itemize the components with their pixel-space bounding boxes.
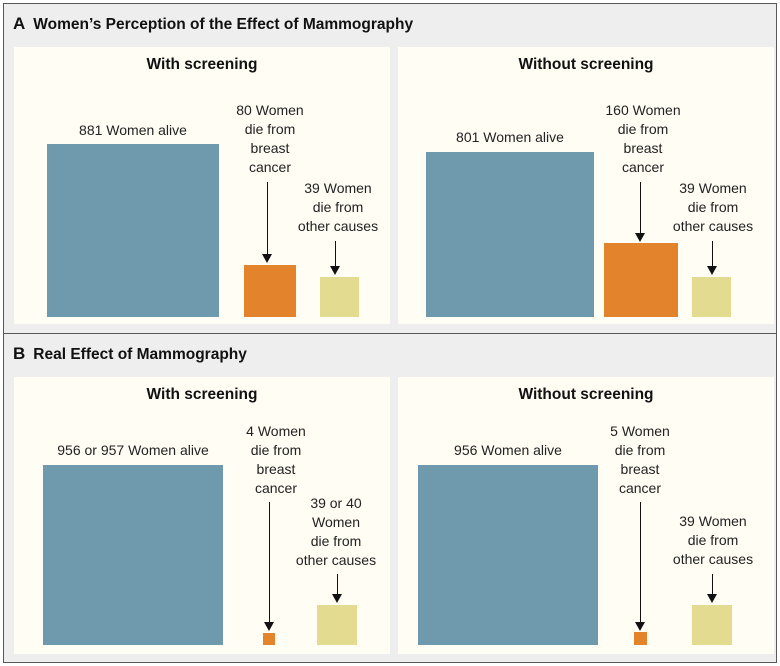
alive-bar <box>426 152 594 317</box>
breast-cancer-bar <box>263 633 275 645</box>
label-line: die from <box>614 442 666 458</box>
label-line: die from <box>310 533 362 549</box>
panel-b-with-screening: With screening 956 or 957 Women alive 4 … <box>14 377 390 654</box>
arrow-down-icon <box>634 182 646 242</box>
figure: A Women’s Perception of the Effect of Mam… <box>3 3 777 663</box>
label-line: cancer <box>621 159 665 175</box>
breast-cancer-label: 160 Women die from breast cancer <box>588 101 698 177</box>
label-line: die from <box>687 199 739 215</box>
breast-cancer-bar <box>244 265 296 317</box>
panel-a: A Women’s Perception of the Effect of Mam… <box>4 4 776 334</box>
arrow-down-icon <box>634 502 646 631</box>
alive-label: 881 Women alive <box>79 122 187 138</box>
panel-b-title: B Real Effect of Mammography <box>13 344 247 364</box>
label-line: cancer <box>254 480 298 496</box>
arrow-down-icon <box>263 502 275 631</box>
label-line: die from <box>312 199 364 215</box>
panel-b-letter: B <box>13 344 26 363</box>
label-line: 39 Women <box>679 513 747 529</box>
breast-cancer-bar <box>604 243 678 317</box>
label-line: other causes <box>295 552 377 568</box>
alive-label: 956 Women alive <box>454 442 562 458</box>
breast-cancer-label: 5 Women die from breast cancer <box>590 422 690 498</box>
arrow-down-icon <box>329 241 341 275</box>
panel-b-title-text: Real Effect of Mammography <box>33 346 247 363</box>
panel-a-with-screening: With screening 881 Women alive 80 Women … <box>14 47 390 324</box>
other-causes-bar <box>692 277 731 317</box>
alive-bar <box>43 465 223 645</box>
other-causes-bar <box>317 605 357 645</box>
label-line: Women <box>312 514 360 530</box>
label-line: cancer <box>618 480 662 496</box>
panel-b: B Real Effect of Mammography With screeni… <box>4 334 776 662</box>
label-line: breast <box>620 461 660 477</box>
label-line: die from <box>617 121 669 137</box>
subpanel-title: With screening <box>146 56 258 73</box>
label-line: cancer <box>248 159 292 175</box>
panel-a-without-screening: Without screening 801 Women alive 160 Wo… <box>398 47 774 324</box>
other-causes-label: 39 Women die from other causes <box>288 179 388 236</box>
arrow-down-icon <box>706 241 718 275</box>
panel-a-letter: A <box>13 14 26 33</box>
label-line: other causes <box>297 218 379 234</box>
label-line: 39 Women <box>304 180 372 196</box>
other-causes-bar <box>320 277 359 317</box>
label-line: die from <box>244 121 296 137</box>
label-line: die from <box>250 442 302 458</box>
label-line: other causes <box>672 551 754 567</box>
breast-cancer-bar <box>634 632 647 645</box>
label-line: 4 Women <box>246 423 306 439</box>
subpanel-title: With screening <box>146 386 258 403</box>
breast-cancer-label: 80 Women die from breast cancer <box>220 101 320 177</box>
label-line: die from <box>687 532 739 548</box>
other-causes-bar <box>692 605 732 645</box>
label-line: 80 Women <box>236 102 304 118</box>
panel-a-title: A Women’s Perception of the Effect of Mam… <box>13 14 413 34</box>
panel-a-title-text: Women’s Perception of the Effect of Mamm… <box>33 16 414 33</box>
alive-bar <box>47 144 219 317</box>
other-causes-label: 39 or 40 Women die from other causes <box>286 494 386 570</box>
label-line: breast <box>256 461 296 477</box>
label-line: breast <box>623 140 663 156</box>
subpanel-title: Without screening <box>518 386 654 403</box>
panel-b-without-screening: Without screening 956 Women alive 5 Wome… <box>398 377 774 654</box>
alive-label: 956 or 957 Women alive <box>57 442 209 458</box>
label-line: breast <box>250 140 290 156</box>
breast-cancer-label: 4 Women die from breast cancer <box>226 422 326 498</box>
other-causes-label: 39 Women die from other causes <box>658 179 768 236</box>
other-causes-label: 39 Women die from other causes <box>658 512 768 569</box>
label-line: 5 Women <box>610 423 670 439</box>
alive-bar <box>418 465 598 645</box>
alive-label: 801 Women alive <box>456 129 564 145</box>
label-line: 39 Women <box>679 180 747 196</box>
arrow-down-icon <box>331 574 343 603</box>
arrow-down-icon <box>261 182 273 263</box>
label-line: 160 Women <box>605 102 681 118</box>
label-line: other causes <box>672 218 754 234</box>
label-line: 39 or 40 <box>310 495 362 511</box>
arrow-down-icon <box>706 574 718 603</box>
subpanel-title: Without screening <box>518 56 654 73</box>
